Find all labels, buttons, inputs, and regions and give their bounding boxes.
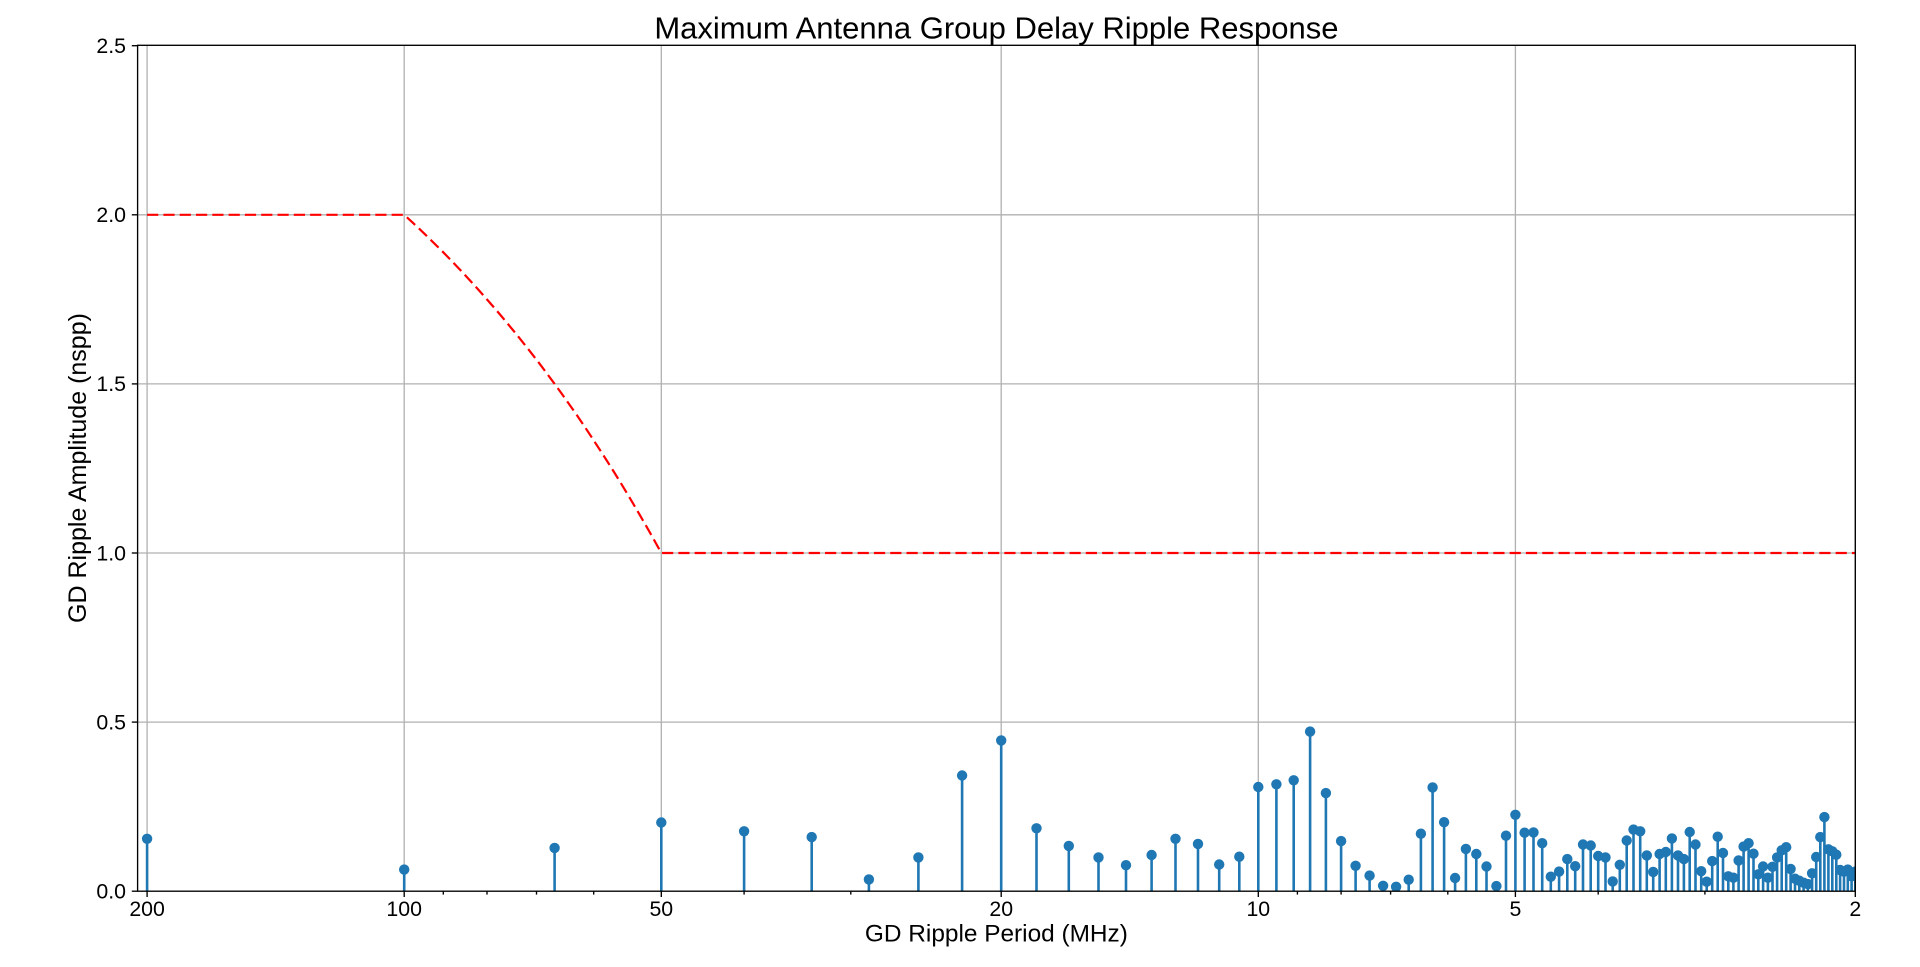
svg-text:0.5: 0.5 — [96, 710, 126, 734]
svg-text:20: 20 — [989, 897, 1013, 921]
svg-text:1.5: 1.5 — [96, 372, 126, 396]
svg-text:2.5: 2.5 — [96, 34, 126, 58]
svg-text:100: 100 — [386, 897, 422, 921]
svg-text:GD Ripple Amplitude (nspp): GD Ripple Amplitude (nspp) — [64, 313, 92, 623]
svg-text:5: 5 — [1509, 897, 1521, 921]
svg-text:GD Ripple Period (MHz): GD Ripple Period (MHz) — [865, 920, 1128, 947]
svg-text:0.0: 0.0 — [96, 880, 126, 904]
svg-text:1.0: 1.0 — [96, 541, 126, 565]
svg-text:200: 200 — [129, 897, 165, 921]
svg-text:2.0: 2.0 — [96, 203, 126, 227]
svg-text:2: 2 — [1849, 897, 1861, 921]
svg-text:Maximum Antenna Group Delay Ri: Maximum Antenna Group Delay Ripple Respo… — [654, 10, 1338, 45]
svg-text:50: 50 — [649, 897, 673, 921]
svg-text:10: 10 — [1246, 897, 1270, 921]
